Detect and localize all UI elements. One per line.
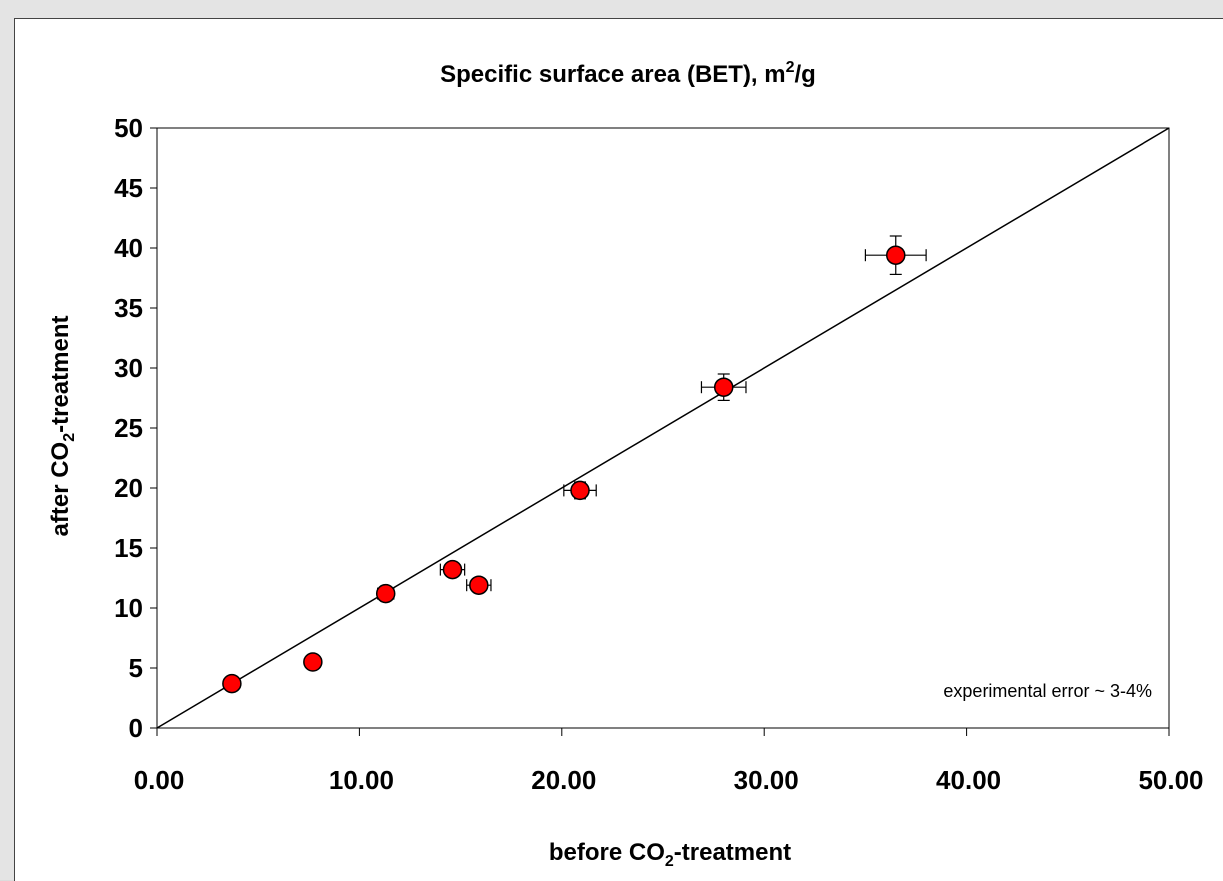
x-axis-title-sub: 2: [665, 853, 674, 870]
y-axis-title-sub: 2: [61, 433, 78, 442]
chart-title: Specific surface area (BET), m2/g: [440, 59, 816, 88]
x-axis-title-suffix: -treatment: [674, 839, 791, 866]
y-axis-title-main: after CO: [47, 442, 74, 537]
y-tick-label: 20: [114, 473, 143, 503]
y-tick-label: 45: [114, 173, 143, 203]
data-point: [303, 652, 323, 672]
x-tick-label: 50.00: [1138, 765, 1203, 795]
y-tick-label: 10: [114, 593, 143, 623]
data-point: [222, 673, 242, 694]
chart-title-sup: 2: [786, 59, 795, 76]
y-tick-label: 0: [129, 713, 143, 743]
x-tick-label: 10.00: [329, 765, 394, 795]
data-point: [886, 245, 906, 265]
error-bar-layer: [377, 235, 927, 600]
y-tick-label: 25: [114, 413, 143, 443]
data-point: [375, 583, 396, 604]
y-tick-label: 35: [114, 293, 143, 323]
y-tick-label: 50: [114, 113, 143, 143]
reference-line: [156, 127, 1170, 729]
y-tick-label: 5: [129, 653, 143, 683]
y-tick-label: 15: [114, 533, 143, 563]
chart-title-main: Specific surface area (BET), m: [440, 61, 785, 88]
data-point: [469, 575, 489, 595]
x-tick-label: 40.00: [936, 765, 1001, 795]
x-axis: 0.00 10.00 20.00 30.00 40.00 50.00: [134, 728, 1204, 795]
x-axis-title: before CO2-treatment: [549, 839, 791, 870]
data-point-layer: [222, 245, 906, 694]
experimental-error-note: experimental error ~ 3-4%: [943, 681, 1152, 701]
y-tick-label: 40: [114, 233, 143, 263]
y-axis-title: after CO2-treatment: [47, 316, 78, 537]
reference-line-layer: [156, 127, 1170, 729]
x-tick-label: 30.00: [734, 765, 799, 795]
chart-panel: [14, 18, 1223, 881]
x-tick-label: 20.00: [531, 765, 596, 795]
x-tick-label: 0.00: [134, 765, 185, 795]
data-point: [442, 559, 463, 580]
data-point: [570, 480, 590, 501]
y-axis-title-suffix: -treatment: [47, 316, 74, 433]
chart-title-suffix: /g: [795, 61, 816, 88]
y-tick-label: 30: [114, 353, 143, 383]
data-point: [713, 377, 734, 397]
x-axis-title-main: before CO: [549, 839, 665, 866]
y-axis: 0 5 10 15 20 25 30 35 40 45 50: [114, 113, 157, 743]
